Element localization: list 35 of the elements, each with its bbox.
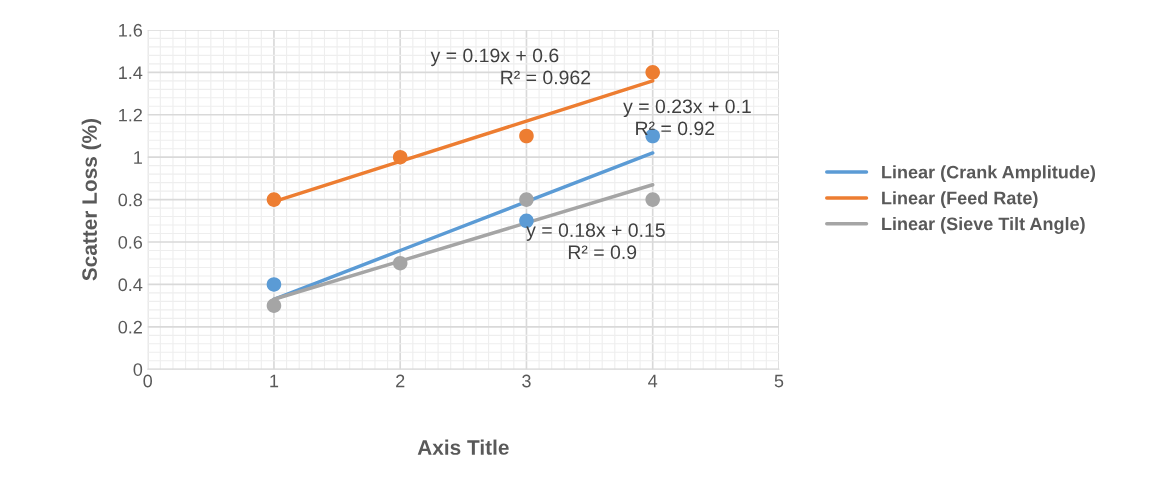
- point: [392, 255, 408, 271]
- point: [519, 192, 534, 207]
- y-tick-label: 0.2: [118, 320, 142, 334]
- annotation: R² = 0.962: [501, 70, 591, 85]
- y-tick-label: 0.4: [118, 278, 143, 292]
- annotation: y = 0.19x + 0.6: [430, 48, 559, 67]
- y-tick-label: 1: [134, 151, 142, 164]
- x-tick-label: 0: [143, 374, 153, 388]
- annotation: y = 0.23x + 0.1: [623, 99, 751, 118]
- point: [266, 277, 282, 292]
- annotation: R² = 0.92: [636, 121, 715, 136]
- y-tick-label: 0.8: [118, 193, 143, 207]
- point: [519, 128, 534, 144]
- point: [266, 192, 282, 207]
- x-tick-label: 5: [774, 374, 784, 388]
- annotation: y = 0.18x + 0.15: [526, 223, 665, 241]
- point: [266, 298, 282, 313]
- x-axis-title: Axis Title: [417, 439, 509, 455]
- y-tick-label: 0.6: [118, 235, 143, 249]
- x-tick-label: 3: [522, 374, 531, 388]
- y-tick-label: 1.4: [119, 66, 143, 79]
- point: [392, 149, 408, 165]
- y-tick-label: 1.6: [119, 23, 143, 37]
- legend-label: Linear (Crank Amplitude): [882, 165, 1096, 183]
- x-tick-label: 2: [396, 374, 405, 388]
- point: [645, 192, 660, 207]
- legend-label: Linear (Sieve Tilt Angle): [882, 217, 1085, 234]
- annotation: R² = 0.9: [568, 245, 637, 260]
- x-tick-label: 1: [270, 374, 279, 388]
- y-tick-label: 1.2: [119, 108, 142, 122]
- legend-label: Linear (Feed Rate): [882, 191, 1038, 208]
- y-axis-title: Scatter Loss (%): [81, 119, 102, 281]
- point: [645, 65, 660, 80]
- x-tick-label: 4: [648, 374, 658, 388]
- y-tick-label: 0: [133, 363, 143, 376]
